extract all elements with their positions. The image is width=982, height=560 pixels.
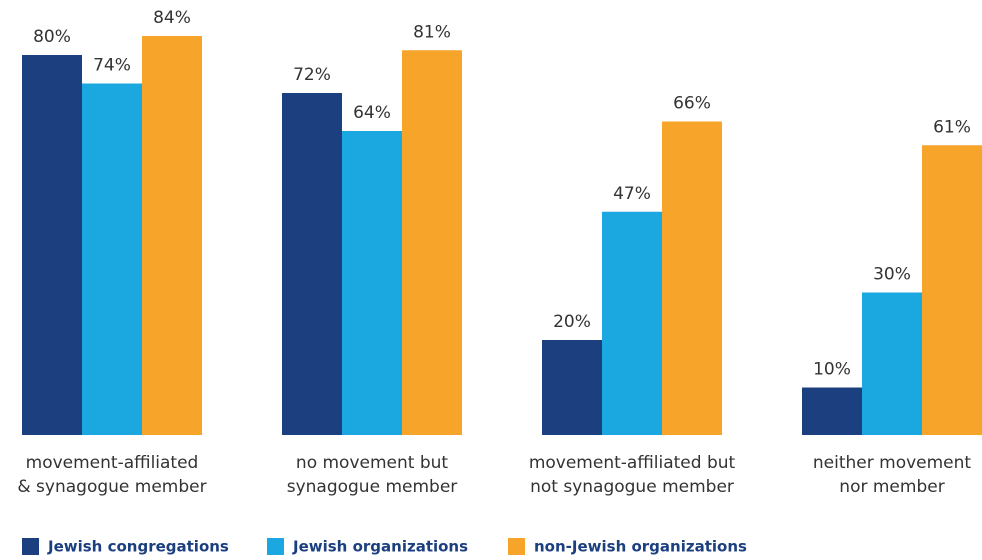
legend-swatch [508,538,525,555]
legend-swatch [267,538,284,555]
data-label: 81% [413,22,451,42]
bar [862,292,922,435]
bar [22,55,82,435]
bar [802,387,862,435]
legend-label: Jewish congregations [47,538,229,556]
data-label: 84% [153,8,191,28]
bar [342,131,402,435]
x-tick-label: nor member [839,477,944,497]
bar [282,93,342,435]
legend-label: non-Jewish organizations [534,538,747,556]
bar [142,36,202,435]
x-tick-label: movement-affiliated but [529,453,736,473]
bar [542,340,602,435]
x-tick-label: movement-affiliated [26,453,199,473]
x-tick-label: & synagogue member [17,477,206,497]
data-label: 80% [33,27,71,47]
bar [922,145,982,435]
data-label: 47% [613,184,651,204]
bar [82,83,142,435]
x-tick-label: not synagogue member [530,477,734,497]
x-tick-label: neither movement [813,453,972,473]
bar [662,121,722,435]
data-label: 64% [353,103,391,123]
data-label: 66% [673,94,711,114]
x-tick-label: synagogue member [287,477,458,497]
x-tick-label: no movement but [296,453,448,473]
data-label: 30% [873,265,911,285]
bar [402,50,462,435]
data-label: 72% [293,65,331,85]
data-label: 20% [553,312,591,332]
bar [602,211,662,435]
legend-swatch [22,538,39,555]
data-label: 10% [813,360,851,380]
data-label: 74% [93,56,131,76]
legend-label: Jewish organizations [292,538,468,556]
data-label: 61% [933,117,971,137]
